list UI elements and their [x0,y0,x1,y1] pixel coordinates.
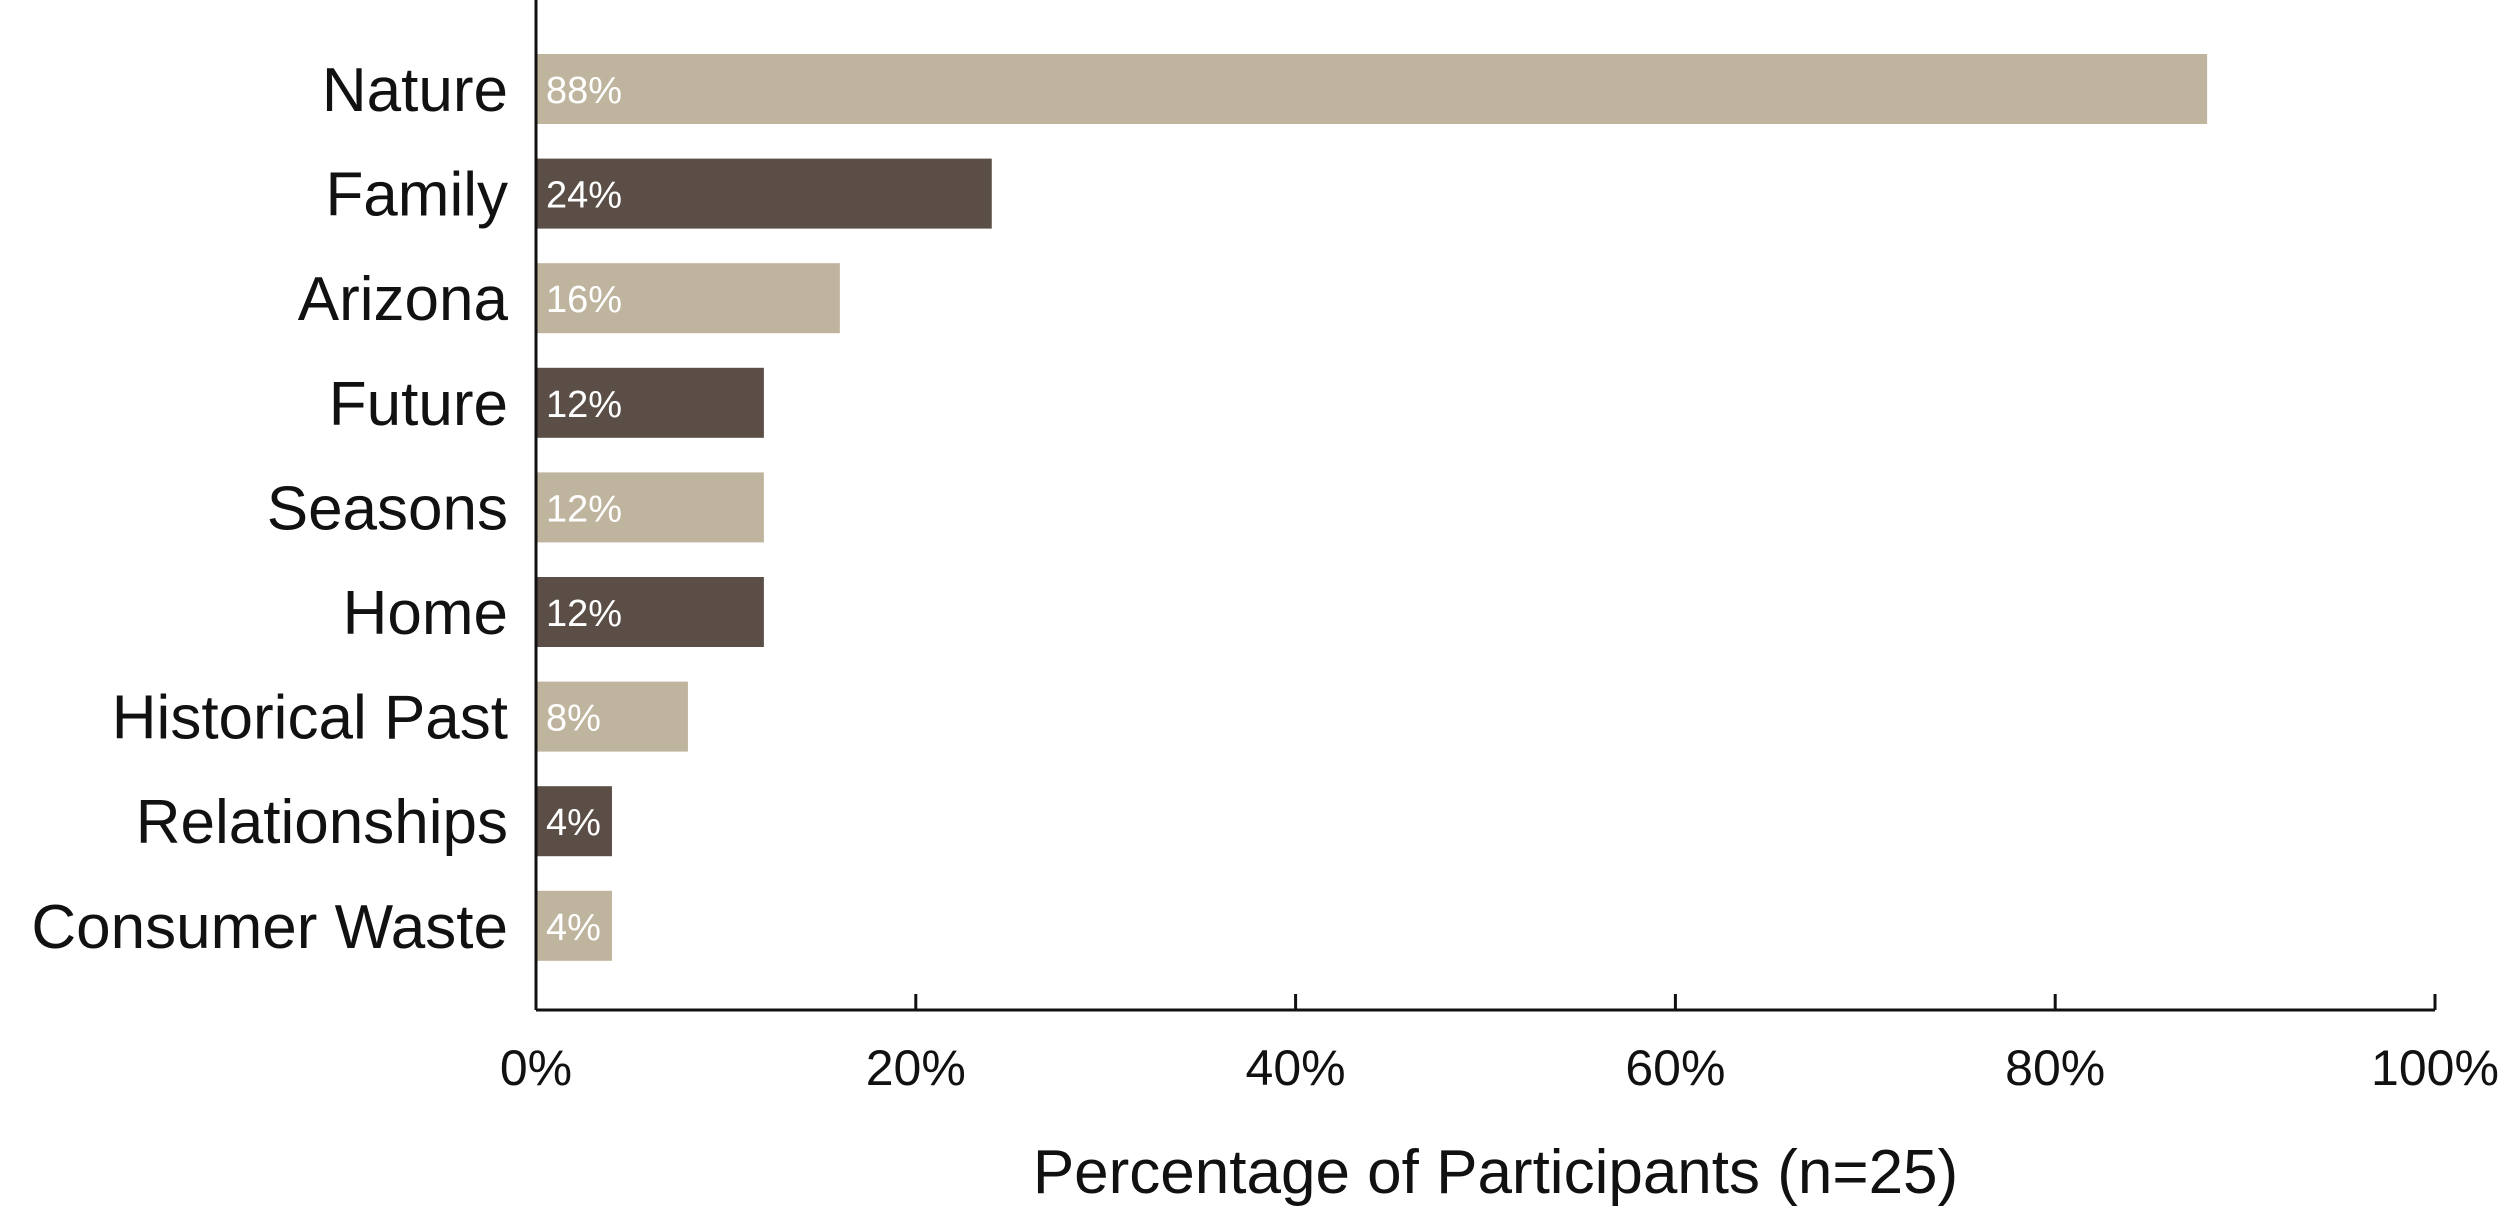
x-axis-title: Percentage of Participants (n=25) [1033,1138,1958,1207]
x-tick-label-0: 0% [500,1040,572,1096]
category-label-home: Home [343,579,508,648]
category-label-historical-past: Historical Past [112,684,508,753]
data-label-arizona: 16% [546,279,622,321]
data-label-home: 12% [546,593,622,635]
bar-arizona [536,263,840,334]
data-label-family: 24% [546,175,622,217]
bar-seasons [536,472,764,543]
x-tick-label-60: 60% [1625,1040,1725,1096]
bar-consumer-waste [536,890,612,961]
x-tick-label-40: 40% [1246,1040,1346,1096]
x-tick-label-100: 100% [2371,1040,2499,1096]
category-label-consumer-waste: Consumer Waste [31,893,508,962]
data-label-historical-past: 8% [546,698,601,740]
bar-home [536,577,764,647]
category-label-future: Future [329,370,508,439]
axes-layer: 0% 20% 40% 60% 80% 100% [500,0,2499,1096]
data-label-future: 12% [546,384,622,426]
category-label-relationships: Relationships [136,788,508,857]
x-tick-label-80: 80% [2005,1040,2105,1096]
bar-historical-past [536,681,688,752]
bar-future [536,367,764,438]
bar-family [536,158,992,229]
category-label-arizona: Arizona [298,265,509,334]
data-label-relationships: 4% [546,802,601,844]
bar-nature [536,54,2208,124]
bars-layer [536,54,2208,961]
category-label-seasons: Seasons [267,474,508,543]
data-label-seasons: 12% [546,488,622,530]
bar-relationships [536,786,612,857]
category-label-nature: Nature [322,56,508,125]
x-tick-label-20: 20% [866,1040,966,1096]
category-label-family: Family [325,161,508,230]
labels-layer: 88% Nature 24% Family 16% Arizona 12% Future 12%… [31,56,622,962]
data-label-consumer-waste: 4% [546,907,601,949]
data-label-nature: 88% [546,70,622,112]
